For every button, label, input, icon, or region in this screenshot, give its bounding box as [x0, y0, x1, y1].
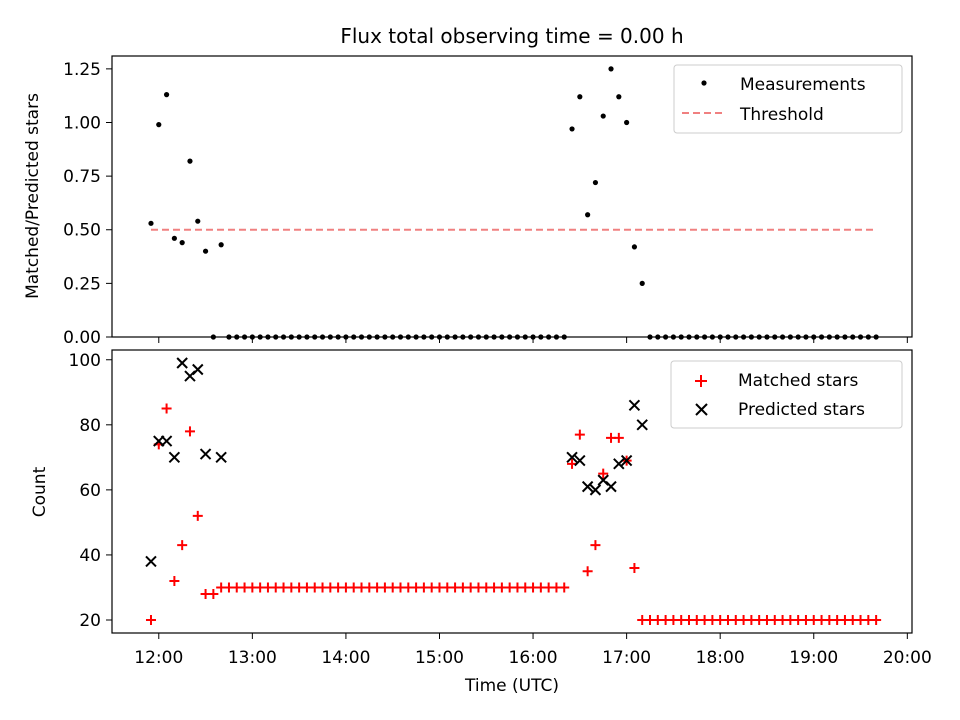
top-y-tick-label: 0.50 [63, 221, 101, 241]
predicted-star-point [574, 454, 586, 467]
predicted-star-point [145, 555, 157, 568]
measurement-point [569, 126, 575, 132]
matched-star-point [582, 566, 593, 577]
bottom-plot-frame [111, 349, 913, 634]
top-y-axis-label: Matched/Predicted stars [23, 93, 43, 299]
legend-threshold-label: Threshold [739, 105, 824, 125]
bottom-x-tick-label: 18:00 [696, 648, 745, 668]
legend-matched-label: Matched stars [738, 371, 858, 391]
measurement-point [592, 179, 599, 186]
predicted-star-point [566, 451, 578, 464]
bottom-x-tick-label: 17:00 [602, 648, 651, 668]
top-y-tick-label: 1.00 [63, 113, 101, 133]
predicted-star-point [215, 451, 227, 464]
bottom-legend: Matched stars Predicted stars [670, 360, 903, 429]
measurement-point [156, 122, 162, 128]
legend-matched-marker [695, 375, 707, 387]
top-legend: Measurements Threshold [673, 64, 903, 134]
matched-star-point [613, 432, 624, 443]
predicted-star-point [581, 480, 594, 493]
predicted-star-point [176, 357, 188, 369]
measurement-point [631, 244, 638, 250]
measurement-point [608, 66, 614, 72]
matched-star-point [590, 540, 601, 551]
bottom-x-tick-label: 15:00 [415, 648, 464, 668]
bottom-x-tick-label: 13:00 [228, 648, 277, 668]
predicted-star-point [199, 448, 212, 460]
top-chart-title: Flux total observing time = 0.00 h [340, 24, 683, 48]
bottom-x-axis: 12:00 13:00 14:00 15:00 16:00 17:00 18:00 19:00… [134, 633, 932, 668]
top-y-tick-label: 0.25 [63, 274, 101, 294]
bottom-y-axis: 20 40 60 80 100 [69, 351, 112, 631]
bottom-legend-frame [670, 360, 903, 429]
top-y-tick-label: 0.00 [63, 328, 101, 348]
predicted-star-point [636, 419, 648, 431]
bottom-y-tick-label: 60 [79, 481, 101, 501]
bottom-x-tick-label: 12:00 [134, 648, 183, 668]
measurement-point [163, 92, 170, 98]
legend-predicted-label: Predicted stars [738, 400, 865, 420]
measurement-point [202, 248, 209, 254]
predicted-star-point [628, 399, 641, 412]
top-x-ticks [158, 337, 908, 343]
matched-star-point [145, 614, 156, 625]
measurement-point [148, 220, 154, 226]
top-y-axis: 0.00 0.25 0.50 0.75 1.00 1.25 [63, 60, 112, 348]
matched-star-point [177, 540, 188, 551]
bottom-y-tick-label: 20 [79, 611, 101, 631]
bottom-x-tick-label: 20:00 [883, 648, 932, 668]
measurement-point [616, 94, 622, 100]
measurement-point [585, 212, 591, 218]
bottom-y-axis-label: Count [30, 466, 50, 517]
legend-measurements-label: Measurements [740, 75, 866, 95]
bottom-x-tick-label: 16:00 [509, 648, 558, 668]
measurement-point [195, 218, 201, 224]
bottom-y-tick-label: 100 [69, 351, 101, 371]
top-y-tick-label: 0.75 [63, 167, 101, 187]
top-legend-frame [673, 64, 903, 134]
matched-star-point [559, 582, 570, 593]
measurement-point [187, 158, 193, 164]
matched-star-point [574, 429, 585, 440]
matched-star-point [208, 588, 219, 599]
bottom-x-tick-label: 19:00 [789, 648, 838, 668]
bottom-x-tick-label: 14:00 [321, 648, 370, 668]
measurement-point [171, 235, 177, 241]
predicted-star-point [605, 480, 617, 493]
measurement-point [600, 113, 606, 119]
top-y-tick-label: 1.25 [63, 60, 101, 80]
matched-star-point [169, 575, 180, 586]
predicted-star-point [613, 458, 625, 470]
predicted-star-point [160, 435, 173, 447]
bottom-x-axis-label: Time (UTC) [464, 676, 559, 696]
predicted-star-point [620, 454, 633, 467]
predicted-star-point [192, 363, 204, 376]
measurement-point [218, 242, 224, 248]
matched-star-point [871, 614, 882, 625]
top-plot-frame [111, 55, 913, 338]
measurement-point [639, 280, 645, 286]
matched-star-point [598, 468, 609, 479]
measurement-point [179, 240, 185, 246]
top-plot: 0.00 0.25 0.50 0.75 1.00 1.25 Matched/Predict… [23, 55, 913, 348]
legend-measurements-marker [701, 80, 707, 86]
measurement-point [577, 94, 583, 100]
bottom-plot: 20 40 60 80 100 12:00 13:00 14:00 15:00 16:00 17:… [30, 349, 932, 696]
predicted-star-point [168, 451, 181, 464]
matched-star-point [184, 426, 195, 437]
matched-star-point [629, 562, 640, 573]
matched-star-point [161, 403, 172, 414]
matched-star-point [192, 510, 203, 521]
measurement-point [624, 119, 630, 126]
legend-predicted-marker [695, 403, 708, 416]
predicted-star-point [589, 484, 602, 496]
bottom-marks [145, 357, 882, 625]
bottom-y-tick-label: 80 [79, 416, 101, 436]
bottom-y-tick-label: 40 [79, 546, 101, 566]
